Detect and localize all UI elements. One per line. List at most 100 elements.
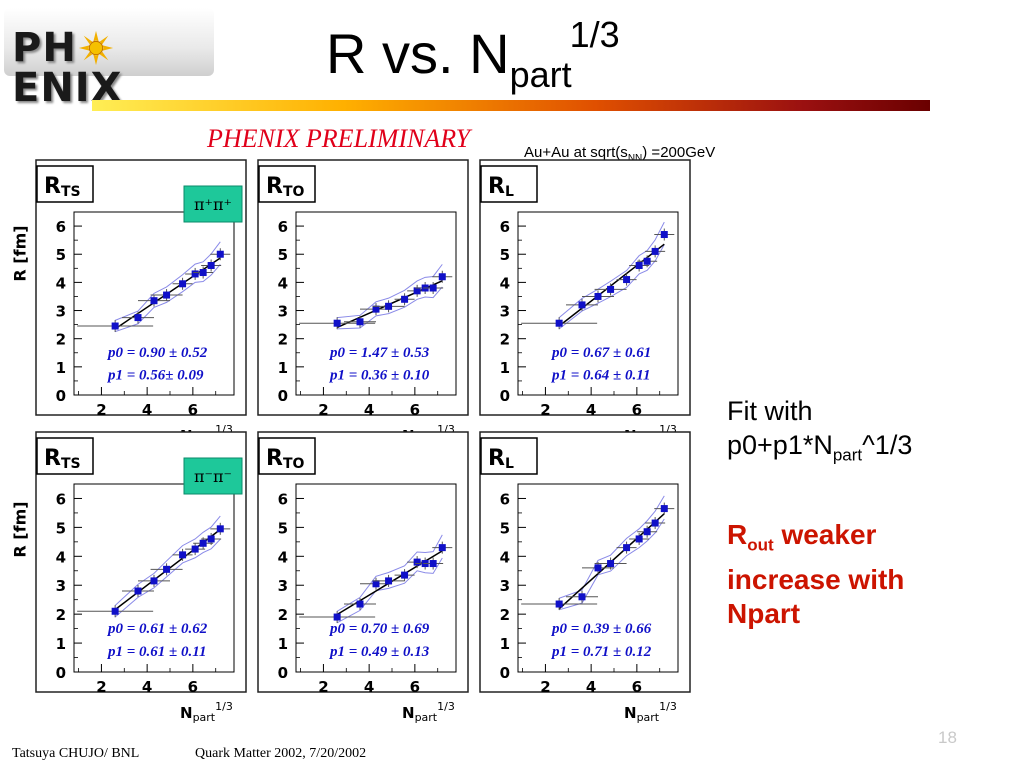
y-tick-label: 1	[500, 635, 510, 653]
panel-title: RTO	[266, 174, 305, 200]
y-tick-label: 3	[500, 303, 510, 321]
panel-title-main: R	[44, 174, 61, 199]
error-band-lower	[114, 264, 221, 333]
x-tick-label: 2	[540, 678, 550, 696]
title-sub: part	[509, 54, 572, 95]
x-axis-label: Npart1/3	[402, 700, 455, 724]
energy-prefix: Au+Au at sqrt(s	[524, 144, 628, 161]
x-tick-label: 4	[142, 401, 152, 419]
chart-panel-rto-pipi-plus: RTO 0 1 2 3 4 5 6 2 4 6 p0 = 1.47 ± 0.53 p1 = 0.36 ±…	[257, 159, 469, 447]
title-box	[36, 437, 94, 475]
data-point	[623, 544, 631, 552]
y-tick-label: 6	[278, 490, 288, 508]
fit-param-p0: p0 = 0.70 ± 0.69	[328, 621, 430, 637]
fit-line-2: p0+p1*Npart^1/3	[727, 428, 912, 472]
x-tick-label: 2	[96, 401, 106, 419]
panel-title-sub: TS	[61, 456, 81, 472]
fit-param-p0: p0 = 0.39 ± 0.66	[550, 621, 652, 637]
phenix-logo: PHENIX	[4, 8, 214, 108]
error-band-upper	[337, 264, 443, 319]
data-point	[660, 505, 668, 513]
panel-title-main: R	[44, 446, 61, 471]
x-tick-label: 4	[586, 678, 596, 696]
panel-title-sub: L	[505, 456, 514, 472]
x-tick-label: 6	[410, 401, 420, 419]
data-point	[216, 525, 224, 533]
panel-title-sub: TS	[61, 184, 81, 200]
fit-description: Fit with p0+p1*Npart^1/3	[727, 394, 912, 472]
x-axis-label-sub: part	[637, 711, 660, 724]
x-tick-label: 2	[540, 401, 550, 419]
fit-param-p0: p0 = 1.47 ± 0.53	[328, 345, 430, 361]
fit-param-p1: p1 = 0.36 ± 0.10	[328, 368, 430, 384]
panel-title-main: R	[266, 446, 283, 471]
y-tick-label: 2	[278, 331, 288, 349]
x-axis-label-sub: part	[415, 711, 438, 724]
error-band-upper	[558, 221, 665, 318]
x-tick-label: 6	[188, 401, 198, 419]
y-tick-label: 6	[278, 218, 288, 236]
panel-title: RL	[488, 446, 514, 472]
x-tick-label: 2	[96, 678, 106, 696]
x-axis-label: Npart1/3	[180, 700, 233, 724]
error-band-upper	[114, 241, 221, 321]
data-point	[134, 314, 142, 322]
panel-title: RTS	[44, 446, 81, 472]
data-point	[413, 558, 421, 566]
y-tick-label: 2	[500, 331, 510, 349]
error-band-lower	[337, 286, 443, 330]
y-tick-label: 3	[56, 577, 66, 595]
data-point	[372, 305, 380, 313]
y-tick-label: 2	[500, 606, 510, 624]
fit-line-2-sub: part	[832, 445, 863, 465]
title-gradient-bar	[92, 100, 930, 111]
rout-line-3: Npart	[727, 597, 801, 629]
error-band-upper	[336, 534, 443, 612]
x-tick-label: 6	[632, 678, 642, 696]
data-point	[163, 291, 171, 299]
y-tick-label: 2	[56, 606, 66, 624]
data-point	[651, 519, 659, 527]
data-point	[429, 560, 437, 568]
x-tick-label: 6	[632, 401, 642, 419]
x-axis-label-sup: 1/3	[437, 700, 455, 713]
data-point	[555, 319, 563, 327]
fit-line-2-pre: p0+p1*N	[727, 430, 833, 460]
y-tick-label: 4	[278, 548, 288, 566]
fit-param-p1: p1 = 0.49 ± 0.13	[328, 644, 430, 660]
x-axis-label-sub: part	[193, 711, 216, 724]
particle-badge	[183, 457, 243, 495]
data-point	[607, 285, 615, 293]
data-point	[207, 535, 215, 543]
panel-title-main: R	[488, 174, 505, 199]
data-point	[438, 544, 446, 552]
y-tick-label: 2	[278, 606, 288, 624]
data-point	[555, 600, 563, 608]
y-tick-label: 6	[56, 218, 66, 236]
panel-title: RTS	[44, 174, 81, 200]
data-point	[578, 301, 586, 309]
panel-title: RTO	[266, 446, 305, 472]
y-tick-label: 0	[500, 387, 510, 405]
title-box	[258, 165, 316, 203]
x-tick-label: 4	[142, 678, 152, 696]
x-axis-label-sup: 1/3	[215, 700, 233, 713]
y-tick-label: 3	[500, 577, 510, 595]
x-tick-label: 4	[364, 401, 374, 419]
fit-param-p0: p0 = 0.90 ± 0.52	[106, 345, 208, 361]
data-point	[207, 261, 215, 269]
y-tick-label: 1	[56, 359, 66, 377]
fit-param-p1: p1 = 0.61 ± 0.11	[106, 644, 206, 660]
x-tick-label: 4	[364, 678, 374, 696]
data-point	[179, 280, 187, 288]
data-point	[111, 322, 119, 330]
data-point	[607, 560, 615, 568]
data-point	[635, 261, 643, 269]
y-tick-label: 1	[56, 635, 66, 653]
chart-panel-rto-pipi-minus: RTO 0 1 2 3 4 5 6 2 4 6 p0 = 0.70 ± 0.69 p1 = 0.49 ±…	[257, 431, 469, 724]
data-point	[356, 318, 364, 326]
logo-text-left: PH	[12, 25, 77, 71]
panel-title-sub: TO	[283, 456, 305, 472]
title-box	[480, 437, 538, 475]
particle-badge-label: π⁺π⁺	[194, 195, 232, 214]
